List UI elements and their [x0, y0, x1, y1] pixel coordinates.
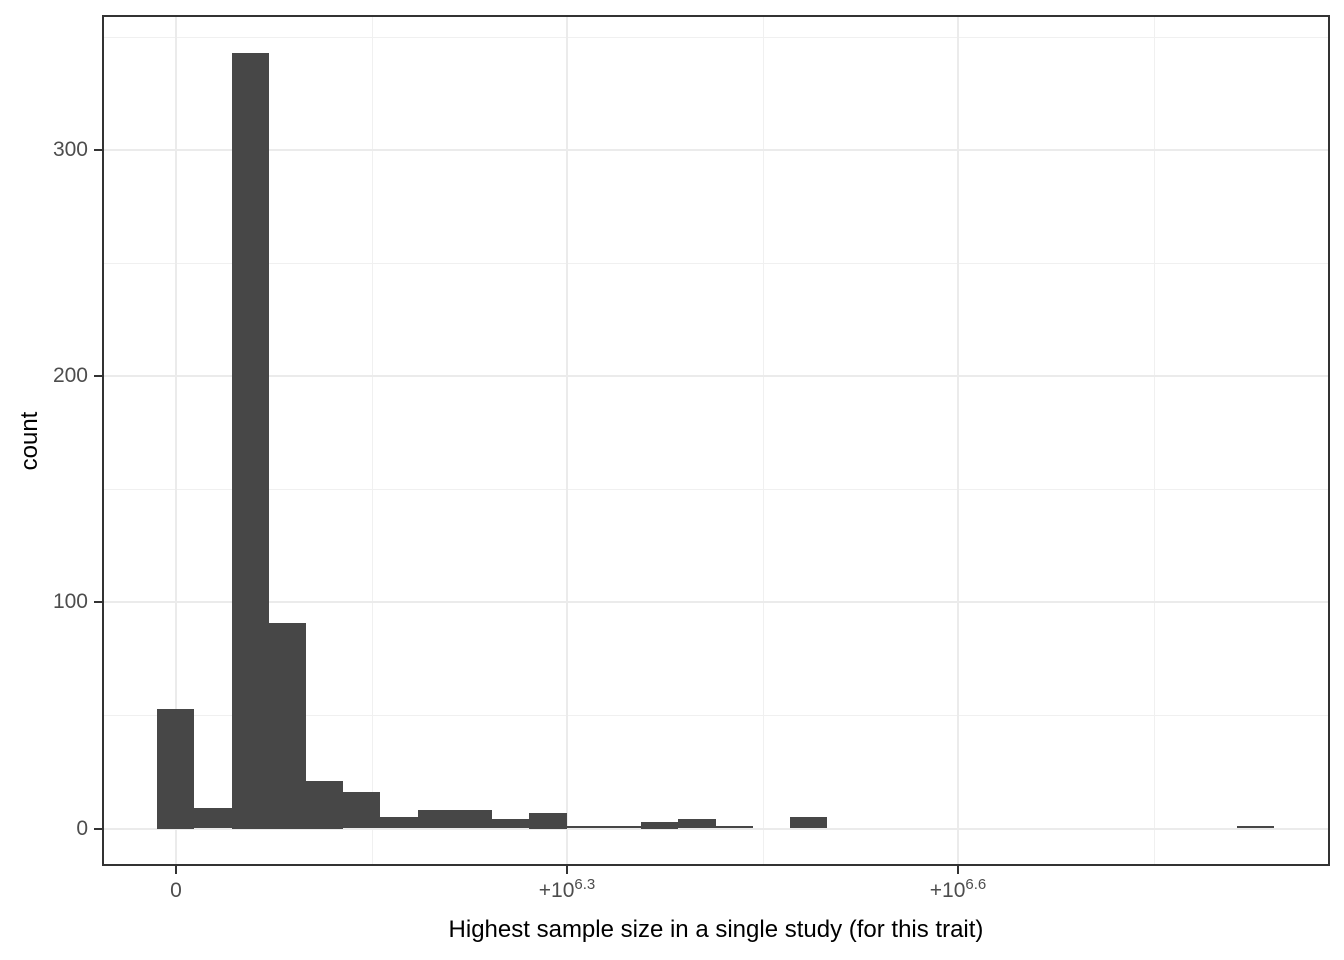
histogram-bar [716, 826, 753, 828]
gridline-major-y [102, 149, 1330, 151]
histogram-bar [232, 53, 269, 829]
histogram-bar [790, 817, 827, 828]
histogram-bar [567, 826, 604, 828]
histogram-bar [455, 810, 492, 828]
x-tick-exponent: 6.3 [574, 876, 596, 893]
gridline-major-x [957, 15, 959, 866]
histogram-bar [343, 792, 380, 828]
histogram-bar [418, 810, 455, 828]
gridline-major-y [102, 828, 1330, 830]
histogram-bar [380, 817, 418, 828]
gridline-minor-y [102, 489, 1330, 490]
histogram-bar [306, 781, 343, 829]
histogram-bar [157, 709, 194, 829]
histogram-bar [641, 822, 678, 829]
histogram-bar [194, 808, 232, 828]
gridline-major-x [175, 15, 177, 866]
gridline-major-x [566, 15, 568, 866]
y-tick [94, 828, 102, 830]
x-tick [957, 866, 959, 874]
gridline-major-y [102, 375, 1330, 377]
x-tick-label: 0 [170, 879, 182, 902]
gridline-major-y [102, 601, 1330, 603]
histogram-bar [678, 819, 716, 828]
histogram-bar [269, 623, 306, 829]
y-tick-label: 100 [52, 590, 88, 613]
gridline-minor-x [763, 15, 764, 866]
y-tick-label: 0 [76, 817, 88, 840]
x-tick [175, 866, 177, 874]
histogram-bar [492, 819, 529, 828]
gridline-minor-x [372, 15, 373, 866]
y-tick [94, 601, 102, 603]
y-tick-label: 300 [52, 138, 88, 161]
gridline-minor-y [102, 37, 1330, 38]
histogram-bar [604, 826, 641, 828]
histogram-bar [529, 813, 567, 829]
y-axis-title: count [16, 411, 43, 471]
x-tick-label: +106.6 [929, 876, 987, 902]
gridline-minor-y [102, 715, 1330, 716]
x-tick-exponent: 6.6 [965, 876, 987, 893]
gridline-minor-y [102, 263, 1330, 264]
y-tick [94, 375, 102, 377]
x-axis-title: Highest sample size in a single study (f… [448, 916, 984, 943]
histogram-bar [1237, 826, 1274, 828]
x-tick-label: +106.3 [538, 876, 596, 902]
y-tick-label: 200 [52, 364, 88, 387]
gridline-minor-x [1154, 15, 1155, 866]
y-tick [94, 149, 102, 151]
plot-panel [102, 15, 1330, 866]
x-tick [566, 866, 568, 874]
